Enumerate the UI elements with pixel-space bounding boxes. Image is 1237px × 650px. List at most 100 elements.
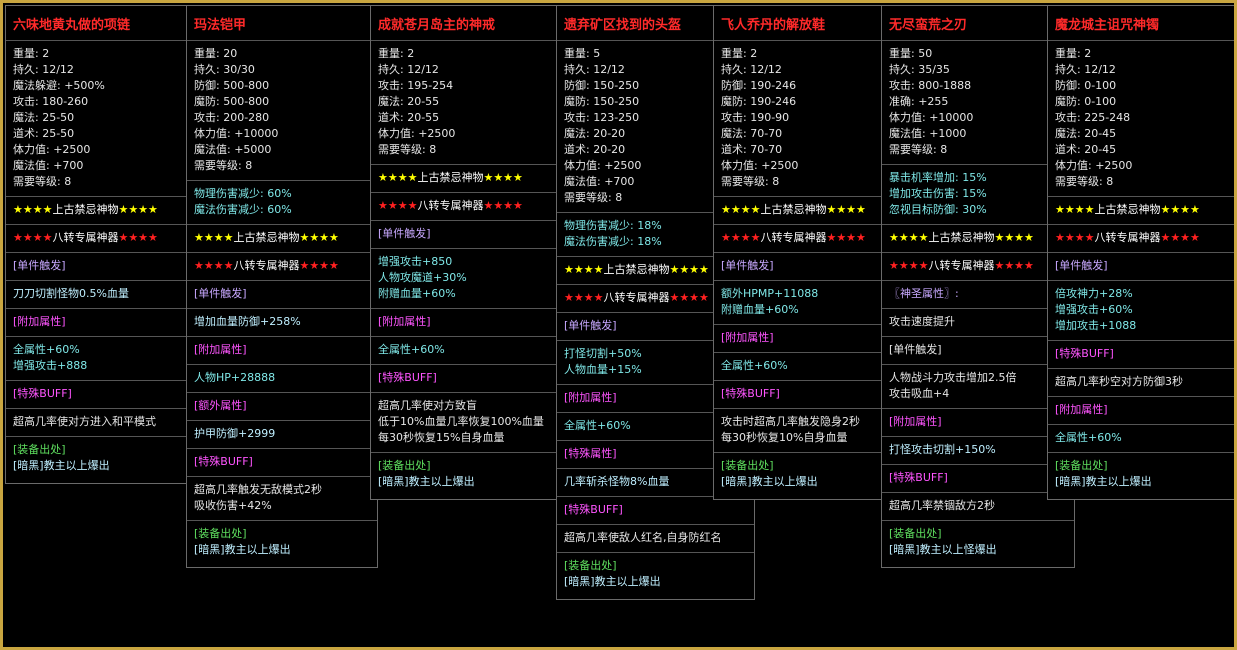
tooltip-line: 防御: 0-100 (1055, 79, 1117, 92)
tooltip-line: 全属性+60% (564, 419, 631, 432)
tooltip-line: 重量: 2 (13, 47, 50, 60)
tooltip-section: 全属性+60% (371, 337, 557, 365)
tooltip-line: 攻击: 123-250 (564, 111, 640, 124)
tooltip-section: [附加属性] (187, 337, 377, 365)
tooltip-line: 超高几率禁锢敌方2秒 (889, 499, 995, 512)
tooltip-line: 攻击: 180-260 (13, 95, 89, 108)
tooltip-line: [暗黑]教主以上爆出 (721, 475, 818, 488)
tooltip-line: 道术: 20-20 (564, 143, 626, 156)
tooltip-line: 魔法: 20-55 (378, 95, 440, 108)
tooltip-section: 全属性+60% (714, 353, 882, 381)
tooltip-section: 增加血量防御+258% (187, 309, 377, 337)
tooltip-line: 重量: 5 (564, 47, 601, 60)
tooltip-line: 重量: 50 (889, 47, 933, 60)
tooltip-line: 持久: 12/12 (721, 63, 782, 76)
tooltip-line: 体力值: +2500 (378, 127, 456, 140)
item-title: 飞人乔丹的解放鞋 (714, 6, 882, 41)
tooltip-section: [单件触发] (6, 253, 186, 281)
tooltip-line: 攻击时超高几率触发隐身2秒 (721, 415, 860, 428)
tooltip-line: [单件触发] (889, 343, 942, 356)
tooltip-line: 附赠血量+60% (378, 287, 456, 300)
tooltip-section: [特殊BUFF] (557, 497, 754, 525)
tooltip-line: [单件触发] (194, 287, 247, 300)
tooltip-line: [装备出处] (378, 459, 431, 472)
tooltip-line: 防御: 500-800 (194, 79, 270, 92)
tooltip-line: 体力值: +10000 (194, 127, 279, 140)
tooltip-line: [特殊BUFF] (1055, 347, 1114, 360)
tooltip-section: [特殊BUFF] (187, 449, 377, 477)
tooltip-section: 超高几率使对方进入和平模式 (6, 409, 186, 437)
item-tooltip: 六味地黄丸做的项链 重量: 2 持久: 12/12 魔法躲避: +500% 攻击: 18… (5, 5, 187, 484)
tooltip-section: ★★★★八转专属神器★★★★ (882, 253, 1074, 281)
tooltip-line: 魔防: 0-100 (1055, 95, 1117, 108)
tooltip-line: 增加攻击+1088 (1055, 319, 1137, 332)
tooltip-line: 魔法伤害减少: 60% (194, 203, 292, 216)
tooltip-line: 需要等级: 8 (721, 175, 780, 188)
tooltip-line: 物理伤害减少: 18% (564, 219, 662, 232)
tooltip-line: ★★★★上古禁忌神物★★★★ (378, 171, 523, 184)
tooltip-line: ★★★★上古禁忌神物★★★★ (721, 203, 866, 216)
tooltip-section: 重量: 2 持久: 12/12 防御: 0-100 魔防: 0-100 攻击: 225-… (1048, 41, 1234, 197)
tooltip-section: ★★★★八转专属神器★★★★ (187, 253, 377, 281)
tooltip-line: 体力值: +2500 (13, 143, 91, 156)
tooltip-section: [附加属性] (882, 409, 1074, 437)
tooltip-line: 增强攻击+60% (1055, 303, 1133, 316)
tooltip-line: [特殊BUFF] (564, 503, 623, 516)
tooltip-line: 人物血量+15% (564, 363, 642, 376)
tooltip-section: 物理伤害减少: 60% 魔法伤害减少: 60% (187, 181, 377, 225)
tooltip-line: 超高几率使对方致盲 (378, 399, 477, 412)
tooltip-section: 超高几率秒空对方防御3秒 (1048, 369, 1234, 397)
tooltip-section: ★★★★上古禁忌神物★★★★ (882, 225, 1074, 253)
tooltip-line: 道术: 20-45 (1055, 143, 1117, 156)
tooltip-section: [单件触发] (187, 281, 377, 309)
tooltip-line: 体力值: +2500 (721, 159, 799, 172)
tooltip-line: [附加属性] (194, 343, 247, 356)
tooltip-line: ★★★★八转专属神器★★★★ (721, 231, 866, 244)
tooltip-line: [单件触发] (1055, 259, 1108, 272)
tooltip-line: ★★★★上古禁忌神物★★★★ (1055, 203, 1200, 216)
item-title: 六味地黄丸做的项链 (6, 6, 186, 41)
tooltip-line: 体力值: +2500 (1055, 159, 1133, 172)
tooltip-line: 防御: 190-246 (721, 79, 797, 92)
tooltip-line: 魔法值: +700 (564, 175, 635, 188)
tooltip-line: 体力值: +2500 (564, 159, 642, 172)
tooltip-section: ★★★★八转专属神器★★★★ (557, 285, 754, 313)
tooltip-section: [特殊BUFF] (882, 465, 1074, 493)
tooltip-line: [特殊BUFF] (13, 387, 72, 400)
tooltip-line: 魔防: 500-800 (194, 95, 270, 108)
tooltip-line: 攻击吸血+4 (889, 387, 950, 400)
tooltip-line: 附赠血量+60% (721, 303, 799, 316)
tooltip-line: 持久: 35/35 (889, 63, 950, 76)
tooltip-line: 持久: 12/12 (564, 63, 625, 76)
tooltip-line: 额外HPMP+11088 (721, 287, 819, 300)
tooltip-line: ★★★★八转专属神器★★★★ (194, 259, 339, 272)
tooltip-section: [特殊BUFF] (371, 365, 557, 393)
tooltip-line: [装备出处] (13, 443, 66, 456)
tooltip-section: 额外HPMP+11088 附赠血量+60% (714, 281, 882, 325)
tooltip-section: [单件触发] (371, 221, 557, 249)
tooltip-section: 超高几率使对方致盲 低于10%血量几率恢复100%血量 每30秒恢复15%自身血量 (371, 393, 557, 453)
tooltip-line: [装备出处] (1055, 459, 1108, 472)
tooltip-section: [附加属性] (1048, 397, 1234, 425)
tooltip-section: 重量: 2 持久: 12/12 防御: 190-246 魔防: 190-246 攻击: … (714, 41, 882, 197)
tooltip-section: [附加属性] (557, 385, 754, 413)
tooltip-section: [装备出处] [暗黑]教主以上爆出 (6, 437, 186, 483)
tooltip-line: [暗黑]教主以上怪爆出 (889, 543, 997, 556)
tooltip-section: [装备出处] [暗黑]教主以上怪爆出 (882, 521, 1074, 567)
tooltip-line: 道术: 25-50 (13, 127, 75, 140)
tooltip-section: ★★★★上古禁忌神物★★★★ (371, 165, 557, 193)
tooltip-section: [装备出处] [暗黑]教主以上爆出 (371, 453, 557, 499)
tooltip-line: 需要等级: 8 (889, 143, 948, 156)
tooltip-section: 刀刀切割怪物0.5%血量 (6, 281, 186, 309)
tooltip-section: [单件触发] (1048, 253, 1234, 281)
tooltip-line: ★★★★八转专属神器★★★★ (13, 231, 158, 244)
tooltip-line: ★★★★八转专属神器★★★★ (378, 199, 523, 212)
tooltip-line: 暴击机率增加: 15% (889, 171, 987, 184)
tooltip-line: [附加属性] (378, 315, 431, 328)
tooltip-line: 超高几率使对方进入和平模式 (13, 415, 156, 428)
tooltip-line: [暗黑]教主以上爆出 (564, 575, 661, 588)
item-tooltip: 魔龙城主诅咒神镯 重量: 2 持久: 12/12 防御: 0-100 魔防: 0-100… (1047, 5, 1234, 500)
tooltip-line: 全属性+60% (13, 343, 80, 356)
tooltip-line: 需要等级: 8 (564, 191, 623, 204)
